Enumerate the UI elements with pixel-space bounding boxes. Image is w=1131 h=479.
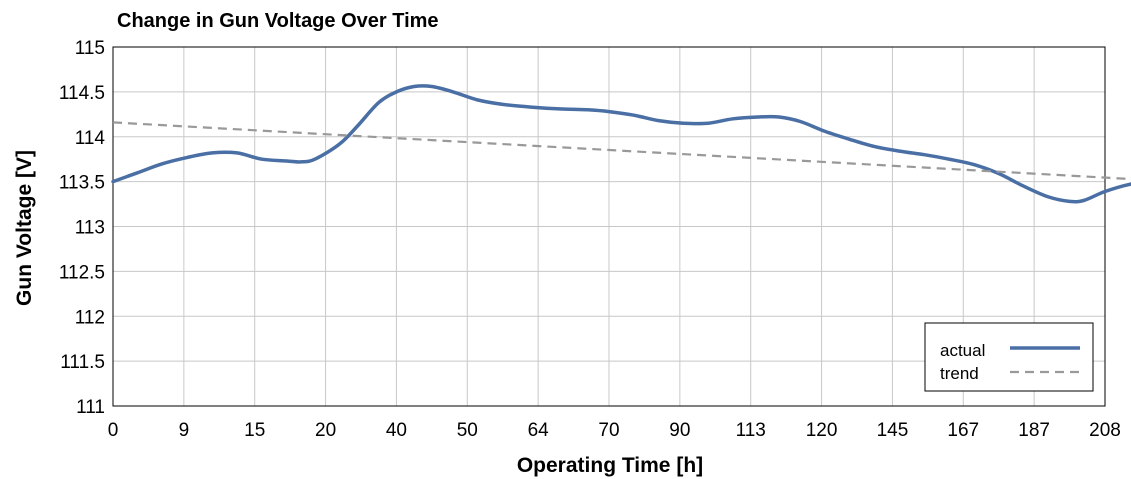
y-tick-label: 114 xyxy=(75,128,106,149)
legend-box xyxy=(924,322,1094,392)
series-line-trend xyxy=(112,121,1131,181)
chart-title: Change in Gun Voltage Over Time xyxy=(117,10,439,32)
y-tick-label: 115 xyxy=(75,38,105,59)
x-tick-label: 20 xyxy=(315,420,336,441)
x-tick-label: 9 xyxy=(179,420,190,441)
y-tick-label: 111 xyxy=(76,397,105,418)
x-tick-label: 15 xyxy=(244,420,265,441)
x-axis-ticks: 0 9 15 20 40 50 64 70 90 113 120 145 167 187 208 xyxy=(108,420,1121,441)
x-tick-label: 187 xyxy=(1018,420,1050,441)
y-tick-label: 111.5 xyxy=(60,352,105,373)
x-tick-label: 0 xyxy=(108,420,119,441)
x-tick-label: 113 xyxy=(736,420,766,441)
x-tick-label: 70 xyxy=(598,420,619,441)
y-tick-label: 112.5 xyxy=(59,262,105,283)
x-tick-label: 50 xyxy=(457,420,478,441)
y-tick-label: 114.5 xyxy=(59,83,105,104)
x-tick-label: 40 xyxy=(386,420,407,441)
x-tick-label: 64 xyxy=(528,420,550,441)
y-axis-label: Gun Voltage [V] xyxy=(13,150,36,306)
legend: actual trend xyxy=(924,322,1094,392)
y-tick-label: 112 xyxy=(75,307,105,328)
legend-label-actual: actual xyxy=(940,341,985,360)
y-axis-ticks: 111 111.5 112 112.5 113 113.5 114 114.5 115 xyxy=(59,38,106,418)
plot-frame xyxy=(112,46,1106,407)
x-axis-label: Operating Time [h] xyxy=(517,454,703,477)
y-tick-label: 113.5 xyxy=(59,173,105,194)
x-tick-label: 90 xyxy=(669,420,690,441)
x-tick-label: 167 xyxy=(947,420,979,441)
legend-label-trend: trend xyxy=(940,364,979,383)
series-layer xyxy=(111,84,1131,204)
x-tick-label: 208 xyxy=(1089,420,1121,441)
x-tick-label: 145 xyxy=(877,420,909,441)
y-tick-label: 113 xyxy=(75,218,105,239)
x-tick-label: 120 xyxy=(806,420,838,441)
series-line-actual xyxy=(111,84,1131,204)
